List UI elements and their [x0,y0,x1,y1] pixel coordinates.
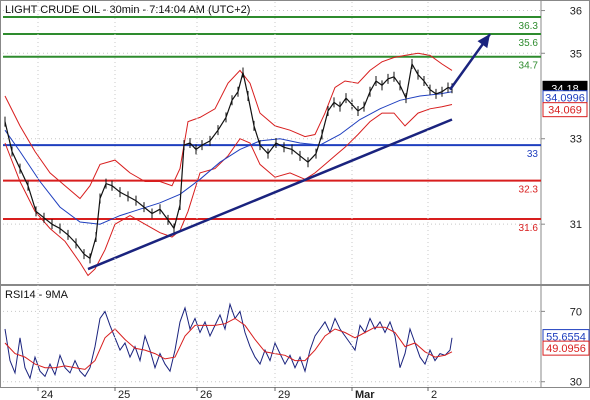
rsi-series-9ma [4,317,453,370]
x-axis: 24 25 26 29 Mar 2 [37,2,437,400]
rsi-series-rsi14 [4,302,453,380]
x-tick-label: 25 [118,389,130,400]
level-label: 35.6 [519,38,539,49]
level-label: 32.3 [519,185,539,196]
forecast-arrow-head [477,34,490,49]
price-tag-label: 34.069 [548,105,582,117]
price-tag-box [542,102,588,118]
x-tick-label: 2 [431,389,437,400]
moving-average-line [4,91,453,225]
rsi-panel-frame [0,285,590,388]
x-tick-label: 29 [278,389,290,400]
bollinger-lower-line [4,104,453,277]
rsi-tag-label: 49.0956 [546,343,586,355]
level-label: 33 [527,149,539,160]
bollinger-upper-line [4,52,453,200]
chart-title: LIGHT CRUDE OIL - 30min - 7:14:04 AM (UT… [5,4,250,16]
level-label: 34.7 [519,61,539,72]
price-tag-label: 34.0996 [545,93,585,105]
price-tick-label: 36 [570,6,582,18]
rsi-tag-label: 55.6554 [546,332,586,344]
level-label: 36.3 [519,21,539,32]
x-tick-label: Mar [355,389,375,400]
rsi-title: RSI14 - 9MA [5,289,69,301]
price-tick-label: 35 [570,48,582,60]
price-panel: 3635333136.335.634.73332.331.634.1834.09… [0,0,590,285]
rsi-tag-box [542,340,590,356]
level-label: 31.6 [519,223,539,234]
price-line [4,62,453,260]
support-trendline [87,118,453,271]
x-tick-label: 24 [41,389,53,400]
price-tick-label: 31 [570,219,582,231]
price-panel-frame [0,0,590,285]
x-tick-label: 26 [200,389,212,400]
rsi-tick-label: 70 [570,306,582,318]
price-tick-label: 33 [570,134,582,146]
rsi-tick-label: 30 [570,377,582,389]
